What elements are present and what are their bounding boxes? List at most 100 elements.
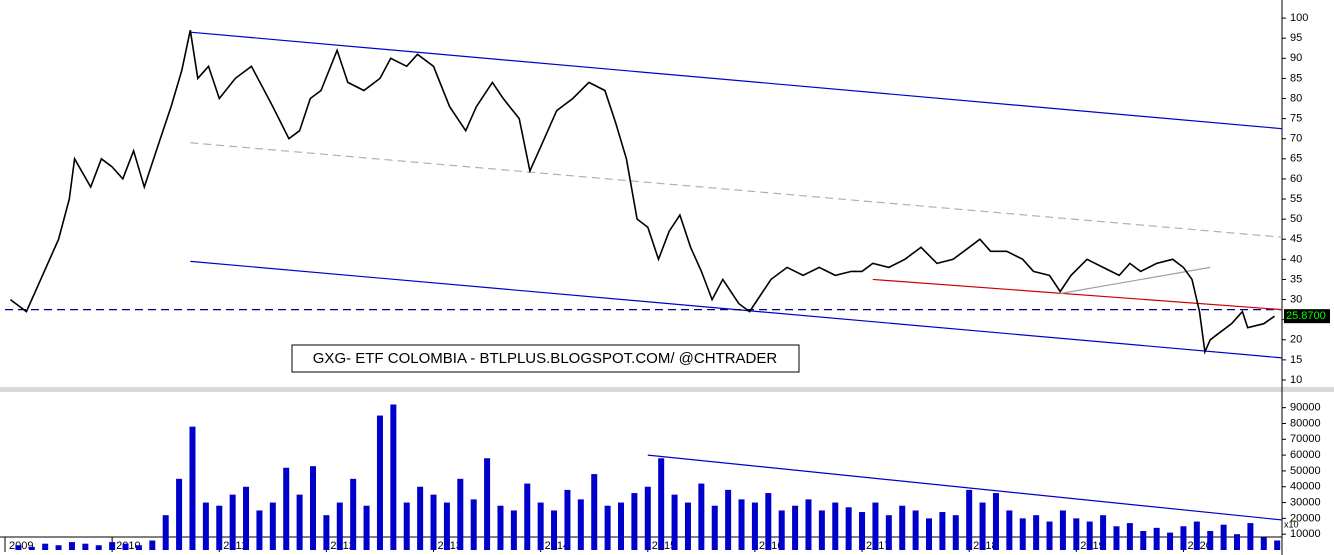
y-tick-label: 20000 [1290,512,1321,524]
y-tick-label: 85 [1290,72,1302,84]
volume-bar [885,515,892,550]
volume-bar [135,545,142,550]
y-tick-label: 90 [1290,52,1302,64]
y-tick-label: 40000 [1290,481,1321,493]
panel-separator [0,387,1334,392]
volume-bar [792,505,799,550]
volume-bar [457,478,464,550]
volume-bar [832,502,839,550]
last-price-label: 25.8700 [1286,310,1326,322]
volume-bar [1059,510,1066,550]
volume-bar [1140,531,1147,550]
volume-bar [243,486,250,550]
volume-bar [952,515,959,550]
volume-bar [1260,537,1267,550]
volume-bar [42,543,49,550]
volume-bar [845,507,852,550]
y-tick-label: 80000 [1290,417,1321,429]
volume-bar [376,415,383,550]
volume-bar [310,466,317,550]
volume-bar [524,483,531,550]
volume-bar [323,515,330,550]
volume-bar [430,494,437,550]
volume-bar [350,478,357,550]
y-tick-label: 50000 [1290,465,1321,477]
volume-bar [751,502,758,550]
volume-bar [805,499,812,550]
volume-bar [1019,518,1026,550]
volume-bar [711,505,718,550]
volume-bar [229,494,236,550]
y-tick-label: 70 [1290,133,1302,145]
y-tick-label: 60 [1290,173,1302,185]
y-tick-label: 60000 [1290,449,1321,461]
volume-bar [1153,527,1160,550]
volume-bar [443,502,450,550]
y-tick-label: 10000 [1290,528,1321,540]
volume-bar [939,512,946,550]
volume-bar [82,543,89,550]
volume-bar [684,502,691,550]
y-tick-label: 20 [1290,334,1302,346]
volume-bar [644,486,651,550]
volume-bar [631,493,638,550]
volume-bar [162,515,169,550]
volume-bar [1234,534,1241,550]
volume-bar [1167,532,1174,550]
volume-bar [363,505,370,550]
volume-bar [859,512,866,550]
volume-bar [577,499,584,550]
volume-bar [1207,531,1214,550]
volume-bar [390,404,397,550]
volume-bar [872,502,879,550]
volume-bar [1220,524,1227,550]
volume-bar [122,543,129,550]
volume-bar [109,542,116,550]
volume-bar [497,505,504,550]
volume-bar [1126,523,1133,550]
volume-bar [564,489,571,550]
volume-bar [604,505,611,550]
trend-line [190,31,1283,130]
y-tick-label: 45 [1290,233,1302,245]
volume-bar [216,505,223,550]
volume-bar [189,426,196,550]
volume-bar [698,483,705,550]
volume-bar [966,489,973,550]
y-tick-label: 100 [1290,12,1308,24]
volume-bar [15,545,22,550]
volume-bar [149,540,156,550]
y-tick-label: 10 [1290,374,1302,386]
volume-bar [28,546,35,550]
volume-bar [256,510,263,550]
volume-bar [202,502,209,550]
y-tick-label: 55 [1290,193,1302,205]
volume-bar [671,494,678,550]
y-tick-label: 75 [1290,113,1302,125]
volume-bar [1113,526,1120,550]
price-line [9,30,1275,355]
y-tick-label: 50 [1290,213,1302,225]
last-price-box [1284,309,1330,324]
volume-bar [1033,515,1040,550]
y-tick-label: 30 [1290,293,1302,305]
y-tick-label: 35 [1290,273,1302,285]
volume-bar [899,505,906,550]
volume-bar [1180,526,1187,550]
trend-line [872,278,1283,311]
volume-bar [658,458,665,550]
y-tick-label: 80 [1290,92,1302,104]
volume-bar [1274,540,1281,550]
y-tick-label: 95 [1290,32,1302,44]
y-tick-label: 15 [1290,354,1302,366]
volume-bar [510,510,517,550]
volume-bar [336,502,343,550]
volume-bar [591,474,598,550]
volume-bar [1100,515,1107,550]
trend-line [190,142,1283,238]
volume-bar [979,502,986,550]
y-tick-label: 90000 [1290,402,1321,414]
title-box [291,344,800,373]
